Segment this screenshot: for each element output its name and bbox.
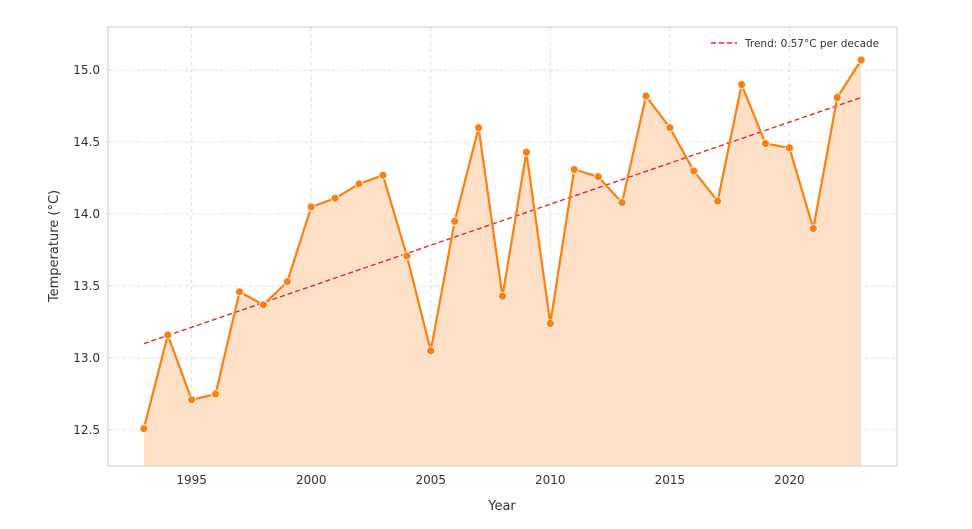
y-tick-label: 12.5 [73,423,100,437]
x-tick-label: 2005 [415,473,446,487]
data-point [832,93,842,102]
data-point [545,319,555,328]
data-point [665,123,675,133]
data-point [330,193,340,203]
data-point [761,139,770,148]
plot-frame [107,26,898,467]
data-point [354,179,364,189]
data-point [378,170,388,180]
data-point [306,202,316,212]
x-tick-label: 2000 [296,473,327,487]
data-point [689,166,699,176]
data-point [498,291,507,301]
data-point [139,424,149,433]
legend-trend-label: Trend: 0.57°C per decade [744,38,879,50]
x-tick-label: 2015 [655,473,686,487]
data-point [737,80,746,89]
data-point [641,91,651,101]
y-tick-label: 13.0 [73,351,100,365]
data-point [163,330,173,340]
temperature-area-fill [143,60,862,466]
data-point [808,224,818,233]
data-point [235,287,244,297]
data-point [450,216,460,226]
y-tick-label: 14.0 [73,207,100,221]
data-point [211,389,220,399]
y-axis-label: Temperature (°C) [47,190,62,303]
data-point [856,55,866,65]
data-point [785,143,794,153]
y-tick-label: 15.0 [73,63,100,77]
data-point [187,395,197,405]
y-axis-ticks: 12.5 13.0 13.5 14.0 14.5 15.0 [73,63,100,437]
y-tick-label: 14.5 [73,135,100,149]
data-point [713,196,723,206]
x-tick-label: 1995 [176,473,207,487]
data-point [522,147,531,157]
data-point [259,300,268,310]
x-axis-ticks: 1995 2000 2005 2010 2015 2020 [176,473,804,487]
data-point [569,165,579,174]
x-tick-label: 2010 [535,473,566,487]
data-points [139,55,866,433]
data-point [426,346,436,356]
x-tick-label: 2020 [774,473,805,487]
y-tick-label: 13.5 [73,279,100,293]
data-point [474,123,483,133]
data-point [282,277,292,287]
data-point [593,172,603,182]
trend-line [143,96,862,345]
data-point [402,251,412,261]
legend: Trend: 0.57°C per decade [711,38,879,50]
data-point [617,198,627,208]
x-axis-label: Year [487,499,516,514]
